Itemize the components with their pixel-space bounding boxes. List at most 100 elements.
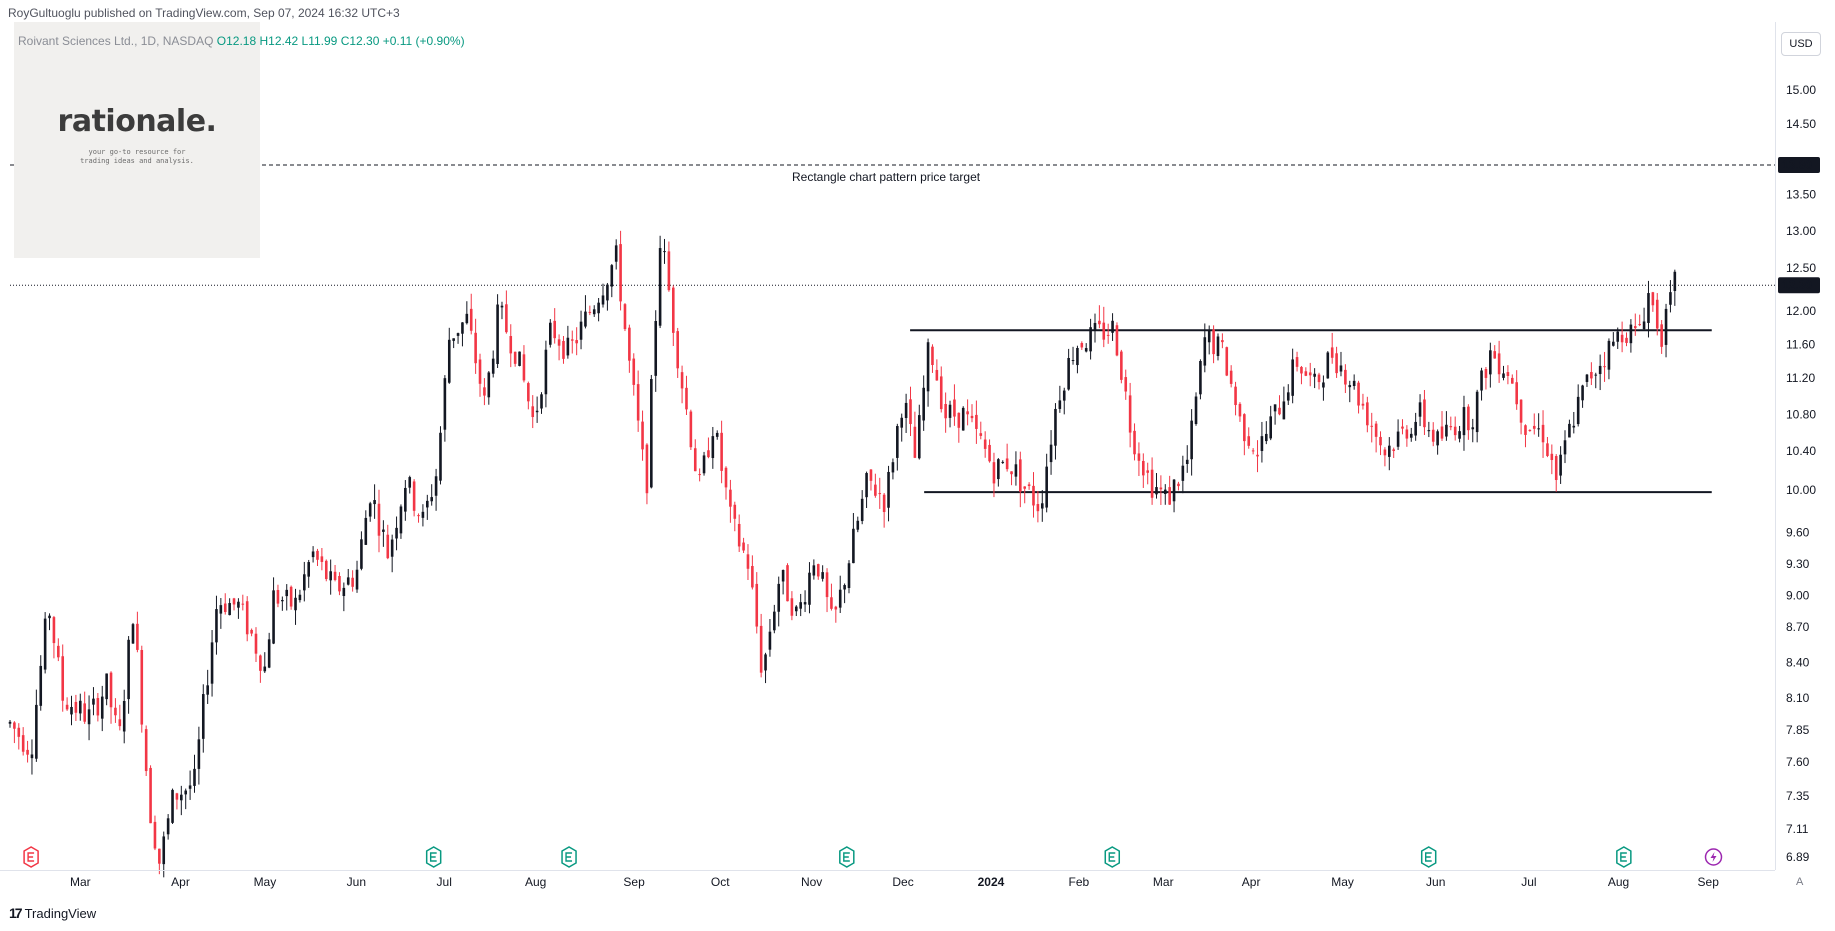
candle-body xyxy=(324,560,328,580)
month-tick-label: Jun xyxy=(347,875,366,889)
candle-body xyxy=(1036,504,1040,512)
candle-body xyxy=(1322,382,1325,388)
candle-body xyxy=(404,487,407,512)
candle-body xyxy=(1049,444,1053,463)
candle-body xyxy=(1128,395,1132,433)
candle-body xyxy=(1431,429,1435,442)
candle-body xyxy=(500,305,504,308)
candle-body xyxy=(689,411,693,448)
candle-body xyxy=(614,245,618,262)
candle-body xyxy=(997,459,1000,480)
candle-body xyxy=(21,735,25,752)
candle-body xyxy=(100,696,104,719)
candle-body xyxy=(975,414,978,429)
candle-body xyxy=(676,331,679,369)
candle-body xyxy=(289,586,293,607)
candle-body xyxy=(241,603,245,605)
candle-body xyxy=(505,304,508,333)
candle-body xyxy=(623,304,627,330)
candle-body xyxy=(1423,399,1426,428)
candle-body xyxy=(698,474,701,476)
candle-body xyxy=(702,455,706,474)
price-badge-label: 12.30 xyxy=(1782,278,1812,292)
candle-body xyxy=(1260,436,1264,452)
candle-body xyxy=(70,706,73,715)
candle-body xyxy=(900,417,904,428)
candle-body xyxy=(1142,460,1145,476)
candle-body xyxy=(1502,373,1505,378)
candle-body xyxy=(1348,385,1352,388)
candle-body xyxy=(1559,454,1562,476)
candle-body xyxy=(1554,456,1558,480)
candle-body xyxy=(1471,427,1475,430)
candle-body xyxy=(237,601,240,608)
candle-body xyxy=(671,287,675,333)
candle-body xyxy=(764,654,767,671)
candle-body xyxy=(1585,374,1589,382)
candle-body xyxy=(210,642,214,684)
candle-body xyxy=(1651,292,1655,306)
candle-body xyxy=(1102,322,1106,340)
candle-body xyxy=(1058,400,1062,409)
candle-body xyxy=(540,394,543,409)
price-badge-label: 13.90 xyxy=(1782,158,1812,172)
candle-body xyxy=(1414,421,1417,436)
candle-body xyxy=(724,467,728,488)
candle-body xyxy=(478,359,482,384)
legend-symbol: Roivant Sciences Ltd., 1D, NASDAQ xyxy=(18,34,214,48)
candle-body xyxy=(1510,377,1514,384)
candle-body xyxy=(307,562,311,577)
candle-body xyxy=(1115,325,1119,356)
candle-body xyxy=(52,617,56,644)
candle-body xyxy=(632,358,636,385)
candle-body xyxy=(1071,360,1075,362)
month-tick-label: Oct xyxy=(711,875,730,889)
candle-body xyxy=(78,700,82,714)
candle-body xyxy=(1234,386,1237,406)
month-tick-label: Sep xyxy=(623,875,645,889)
candle-body xyxy=(566,337,570,356)
candle-body xyxy=(887,471,890,508)
price-tick-label: 12.00 xyxy=(1786,304,1816,318)
candle-body xyxy=(1304,371,1308,376)
price-tick-label: 7.60 xyxy=(1786,755,1810,769)
candle-body xyxy=(1010,471,1013,475)
candle-body xyxy=(1541,424,1545,443)
candle-body xyxy=(1401,426,1404,429)
price-tick-label: 9.00 xyxy=(1786,589,1810,603)
candle-body xyxy=(909,399,912,425)
price-tick-label: 8.40 xyxy=(1786,656,1810,670)
candle-body xyxy=(1282,401,1286,420)
candle-body xyxy=(390,539,394,557)
candle-body xyxy=(1014,464,1018,477)
candle-body xyxy=(935,369,939,381)
candle-body xyxy=(1238,403,1242,417)
ohlc-legend: Roivant Sciences Ltd., 1D, NASDAQ O12.18… xyxy=(18,34,465,48)
month-tick-label: Mar xyxy=(1153,875,1174,889)
candle-body xyxy=(395,527,398,539)
candle-body xyxy=(1612,341,1615,346)
candle-body xyxy=(48,615,51,619)
candle-body xyxy=(992,462,996,484)
currency-button[interactable]: USD xyxy=(1781,32,1821,56)
candle-body xyxy=(171,789,174,823)
candle-body xyxy=(474,332,477,364)
candle-body xyxy=(140,649,144,725)
auto-scale-button[interactable]: A xyxy=(1796,876,1804,888)
candle-body xyxy=(1203,337,1207,366)
candle-body xyxy=(452,338,455,341)
candle-body xyxy=(1172,479,1176,502)
legend-high: H12.42 xyxy=(259,34,299,48)
candle-body xyxy=(61,656,65,701)
legend-close: C12.30 xyxy=(340,34,380,48)
candle-body xyxy=(1207,330,1211,343)
candle-body xyxy=(281,600,284,602)
price-tick-label: 7.35 xyxy=(1786,789,1810,803)
candle-body xyxy=(267,639,271,668)
tradingview-footer-logo[interactable]: 17 TradingView xyxy=(9,905,96,921)
month-tick-label: Apr xyxy=(171,875,190,889)
candle-body xyxy=(1269,416,1272,439)
candle-body xyxy=(588,311,592,313)
candle-body xyxy=(1546,443,1549,456)
